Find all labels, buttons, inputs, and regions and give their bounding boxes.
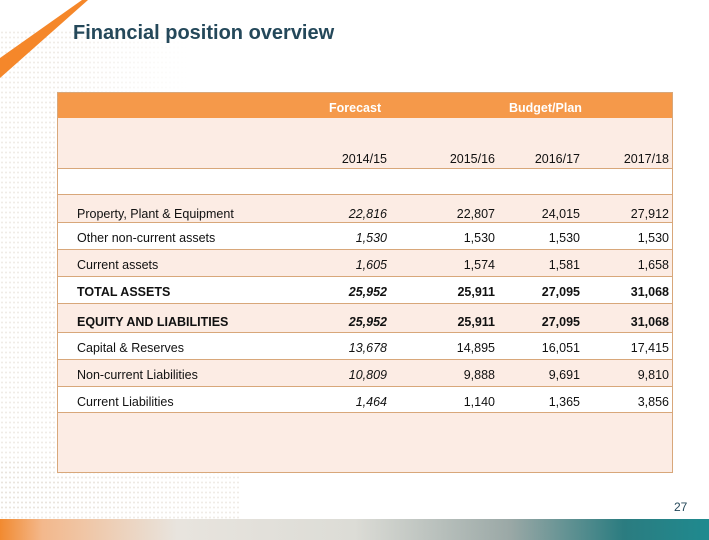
row-label: Non-current Liabilities [77,368,198,382]
row-value: 1,530 [355,231,387,245]
row-value: 25,911 [457,315,495,329]
row-value: 1,581 [548,258,580,272]
row-value: 1,574 [463,258,495,272]
orange-swoosh-decoration [0,0,88,78]
table-row: Current assets 1,605 1,574 1,581 1,658 [58,250,672,277]
row-value: 9,888 [463,368,495,382]
row-value: 1,530 [548,231,580,245]
year-col-3: 2016/17 [534,152,580,166]
row-value: 25,911 [457,285,495,299]
row-label: Current assets [77,258,159,272]
row-value: 1,658 [637,258,669,272]
row-value: 10,809 [348,368,387,382]
table-footer-empty [58,413,672,472]
row-value: 27,095 [541,315,580,329]
year-col-4: 2017/18 [623,152,669,166]
row-label: Current Liabilities [77,395,174,409]
row-value: 24,015 [541,207,580,221]
row-value: 27,095 [541,285,580,299]
row-value: 25,952 [348,285,387,299]
row-value: 1,530 [463,231,495,245]
row-label: Other non-current assets [77,231,216,245]
row-value: 1,140 [463,395,495,409]
row-label: Capital & Reserves [77,341,184,355]
row-value: 25,952 [348,315,387,329]
slide-title: Financial position overview [73,22,335,44]
row-value: 1,605 [355,258,387,272]
row-value: 27,912 [630,207,669,221]
row-value: 3,856 [637,395,669,409]
row-value: 22,807 [456,207,495,221]
table-row: Property, Plant & Equipment 22,816 22,80… [58,195,672,223]
table-group-header: Forecast Budget/Plan [58,93,672,118]
row-value: 31,068 [630,285,669,299]
row-value: 17,415 [630,341,669,355]
table-row: Other non-current assets 1,530 1,530 1,5… [58,223,672,250]
year-col-1: 2014/15 [341,152,387,166]
header-budget-plan: Budget/Plan [509,101,582,115]
page-number: 27 [674,500,688,514]
header-forecast: Forecast [329,101,382,115]
spacer-row [58,169,672,195]
financial-table: Forecast Budget/Plan 2014/15 2015/16 201… [57,92,673,473]
row-value: 9,691 [548,368,580,382]
year-header-row: 2014/15 2015/16 2016/17 2017/18 [58,118,672,169]
table-row-equity-liabilities: EQUITY AND LIABILITIES 25,952 25,911 27,… [58,304,672,333]
footer-decorative-band [0,519,709,540]
table-row: Capital & Reserves 13,678 14,895 16,051 … [58,333,672,360]
row-value: 16,051 [541,341,580,355]
row-value: 9,810 [637,368,669,382]
row-value: 14,895 [456,341,495,355]
table-row: Current Liabilities 1,464 1,140 1,365 3,… [58,387,672,413]
row-value: 22,816 [348,207,387,221]
row-label: TOTAL ASSETS [77,285,171,299]
row-value: 13,678 [348,341,387,355]
row-label: EQUITY AND LIABILITIES [77,315,229,329]
row-value: 1,365 [548,395,580,409]
row-label: Property, Plant & Equipment [77,207,234,221]
row-value: 31,068 [630,315,669,329]
table-row-total-assets: TOTAL ASSETS 25,952 25,911 27,095 31,068 [58,277,672,304]
table-row: Non-current Liabilities 10,809 9,888 9,6… [58,360,672,387]
year-col-2: 2015/16 [449,152,495,166]
row-value: 1,530 [637,231,669,245]
row-value: 1,464 [355,395,387,409]
